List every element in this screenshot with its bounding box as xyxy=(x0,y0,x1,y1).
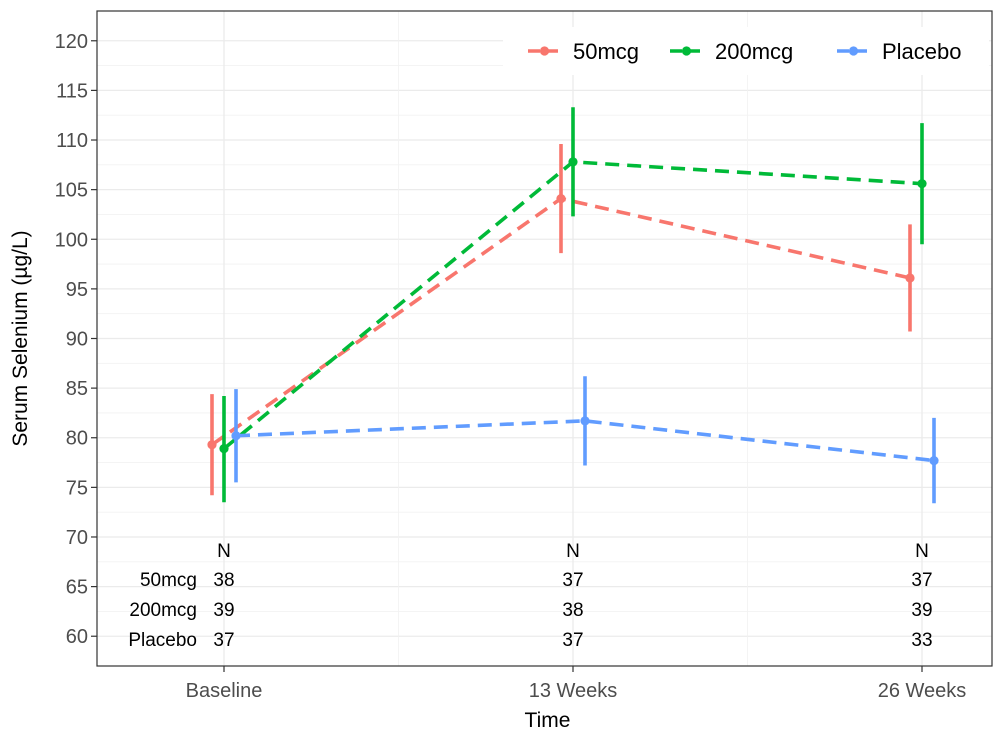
legend-label: 200mcg xyxy=(715,39,793,64)
legend: 50mcg 200mcg Placebo xyxy=(503,27,989,75)
n-table-row-label: 50mcg xyxy=(140,570,197,591)
series-line-placebo xyxy=(235,419,935,463)
y-tick-label: 100 xyxy=(55,229,88,251)
x-tick-label: 13 Weeks xyxy=(529,680,618,702)
n-table-cell: 38 xyxy=(213,570,234,591)
n-table-cell: 39 xyxy=(213,600,234,621)
x-tick-label: Baseline xyxy=(186,680,263,702)
data-point-placebo xyxy=(580,416,590,426)
n-table: N N N 50mcg 38 37 37 200mcg 39 38 39 Placebo 37 37 33 xyxy=(128,541,932,651)
data-point-200mcg xyxy=(219,444,229,454)
n-table-header: N xyxy=(915,541,929,562)
n-table-cell: 37 xyxy=(911,570,932,591)
legend-background xyxy=(503,27,989,75)
data-point-200mcg xyxy=(568,157,578,167)
n-table-header: N xyxy=(217,541,231,562)
data-point-placebo xyxy=(929,455,939,466)
legend-key-point xyxy=(539,46,550,56)
grid-layer xyxy=(97,11,992,666)
legend-label: 50mcg xyxy=(573,39,639,64)
n-table-cell: 38 xyxy=(562,600,583,621)
n-table-cell: 37 xyxy=(213,630,234,651)
y-tick-label: 105 xyxy=(55,180,88,202)
y-tick-label: 80 xyxy=(66,428,88,450)
n-table-cell: 33 xyxy=(911,630,932,651)
y-tick-label: 65 xyxy=(66,577,88,599)
y-tick-label: 115 xyxy=(56,80,88,102)
legend-key-point xyxy=(848,46,859,56)
y-tick-label: 70 xyxy=(66,527,88,549)
y-tick-label: 95 xyxy=(66,279,88,301)
data-point-50mcg xyxy=(905,273,915,283)
y-tick-label: 90 xyxy=(66,329,88,351)
x-axis: Baseline 13 Weeks 26 Weeks xyxy=(186,666,967,702)
x-axis-title: Time xyxy=(525,709,571,732)
legend-label: Placebo xyxy=(882,39,962,64)
n-table-cell: 39 xyxy=(911,600,932,621)
data-point-200mcg xyxy=(917,179,927,189)
n-table-row-label: Placebo xyxy=(128,630,197,651)
y-axis-title: Serum Selenium (µg/L) xyxy=(9,230,32,446)
y-tick-label: 75 xyxy=(66,477,88,499)
y-tick-label: 60 xyxy=(66,626,88,648)
y-tick-label: 85 xyxy=(66,378,88,400)
data-point-50mcg xyxy=(556,193,566,204)
n-table-row-label: 200mcg xyxy=(129,600,197,621)
n-table-header: N xyxy=(566,541,580,562)
y-tick-label: 120 xyxy=(55,31,88,53)
y-tick-label: 110 xyxy=(56,130,88,152)
y-axis: 60 65 70 75 80 85 90 95 100 105 110 115 120 xyxy=(55,31,97,648)
n-table-cell: 37 xyxy=(562,630,583,651)
x-tick-label: 26 Weeks xyxy=(878,680,967,702)
series-layer xyxy=(207,107,939,504)
data-point-placebo xyxy=(231,431,241,441)
data-point-50mcg xyxy=(207,440,217,450)
n-table-cell: 37 xyxy=(562,570,583,591)
legend-key-point xyxy=(681,46,692,56)
